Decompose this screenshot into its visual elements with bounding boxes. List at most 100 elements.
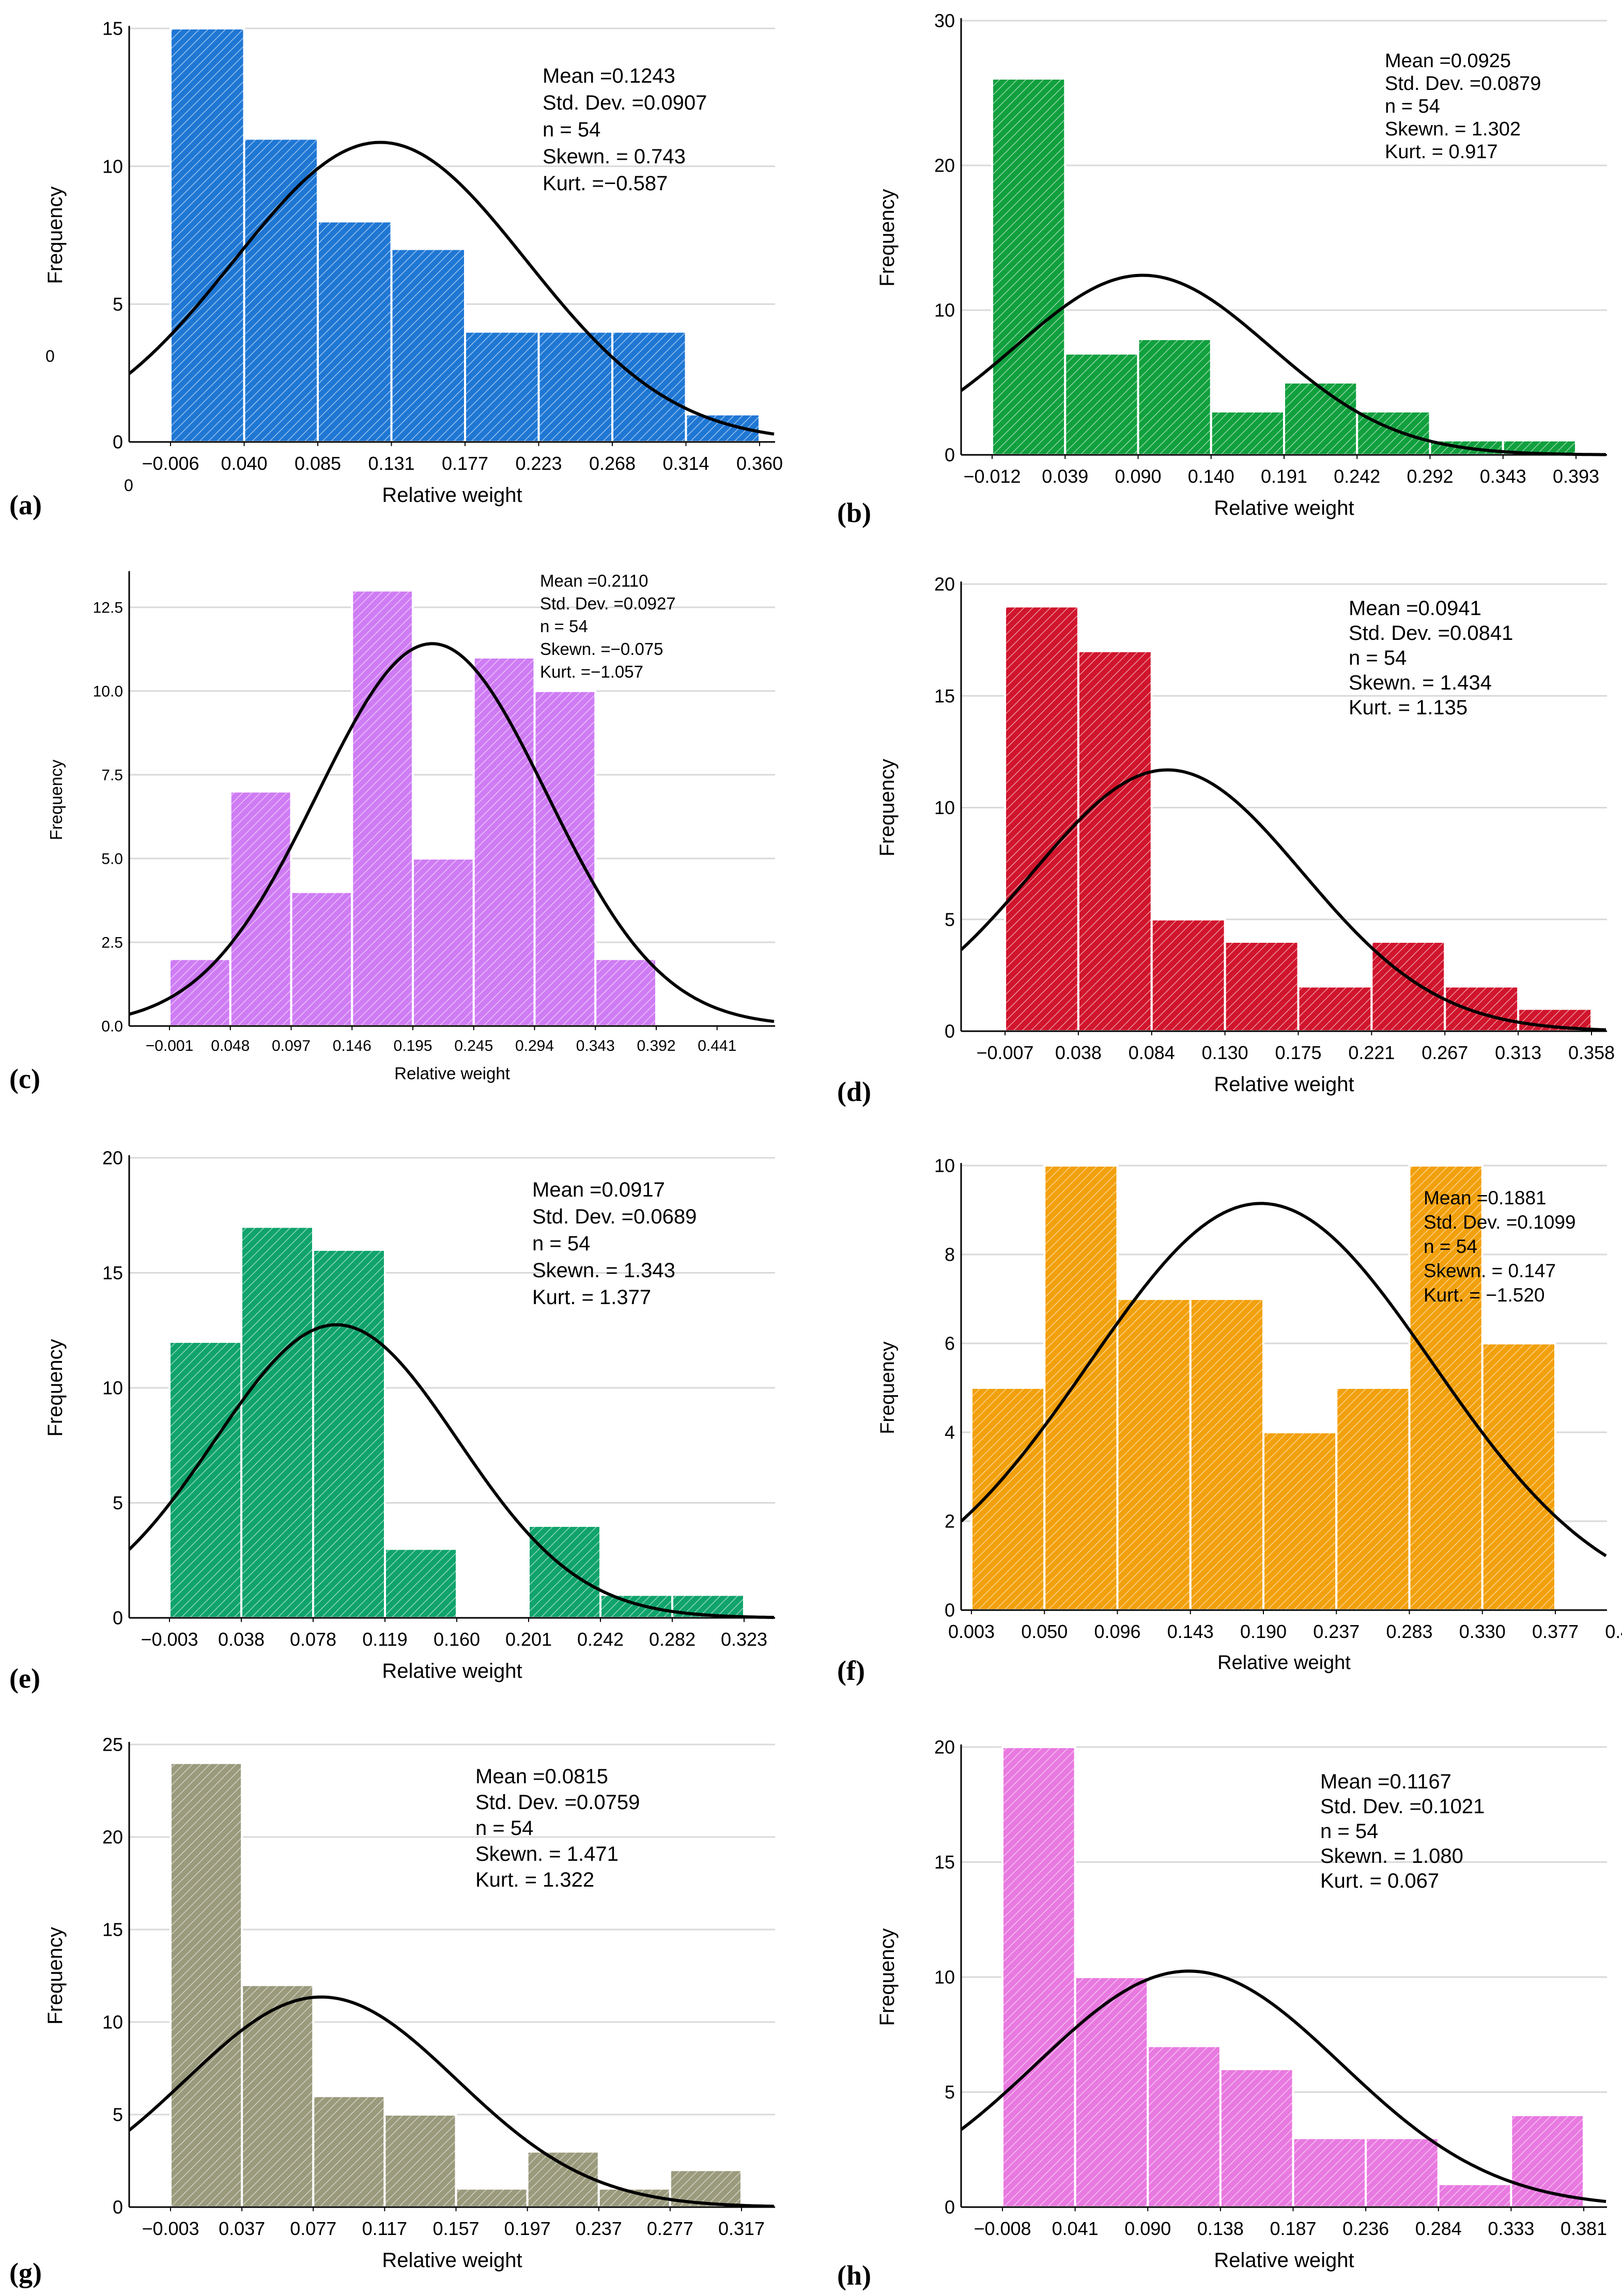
y-tick-label: 15 <box>934 685 955 707</box>
stats-line: Kurt. = 1.322 <box>475 1869 594 1891</box>
histogram-bar <box>1147 2045 1222 2208</box>
panel-label: (h) <box>837 2260 871 2291</box>
y-tick-label: 20 <box>934 574 955 595</box>
stats-line: Skewn. = 1.471 <box>475 1843 619 1865</box>
y-tick-label: 20 <box>102 1827 123 1848</box>
x-tick-label: 0.242 <box>1334 466 1380 487</box>
x-tick-label: 0.157 <box>432 2218 479 2239</box>
y-tick-label: 2.5 <box>101 934 123 951</box>
y-tick-label: 15 <box>102 1262 123 1283</box>
x-tick-label: 0.084 <box>1129 1042 1175 1063</box>
x-tick-label: 0.392 <box>637 1037 675 1054</box>
x-axis-title: Relative weight <box>1214 2249 1354 2272</box>
histogram-bar <box>1043 1165 1119 1611</box>
y-tick-label: 5.0 <box>101 850 123 867</box>
histogram-panel-6: 0 2 4 6 8 10 0.003 0.050 0.096 0.143 0.190 0.237 0.2… <box>837 1155 1622 1686</box>
x-tick-label: 0.143 <box>1167 1621 1214 1642</box>
histogram-bar <box>229 790 292 1027</box>
x-tick-label: −0.006 <box>142 453 199 474</box>
histogram-bar <box>594 958 657 1027</box>
normal-curve <box>128 1323 774 1619</box>
stats-line: Mean =0.0917 <box>532 1178 665 1201</box>
histogram-bar <box>1064 353 1139 456</box>
histogram-bar <box>528 1525 601 1619</box>
x-tick-label: −0.012 <box>963 466 1021 487</box>
histogram-bar <box>1365 2137 1440 2208</box>
panel-label: (e) <box>9 1663 40 1694</box>
y-tick-label: 10 <box>934 300 955 321</box>
x-tick-label: 0.090 <box>1124 2218 1171 2239</box>
histogram-panel-1: 0 5 10 15 −0.006 0.040 0.085 0.131 0.177 0.223 0.2… <box>9 18 783 521</box>
x-tick-label: 0.078 <box>290 1629 336 1650</box>
x-tick-label: 0.085 <box>295 453 341 474</box>
histogram-bar <box>1408 1165 1484 1611</box>
y-tick-label: 15 <box>102 1919 123 1940</box>
stats-line: Mean =0.1881 <box>1424 1187 1547 1208</box>
histogram-bar <box>599 1594 673 1619</box>
x-tick-label: 0.393 <box>1553 466 1599 487</box>
y-tick-label: 5 <box>113 1492 123 1513</box>
stats-line: Skewn. = 0.147 <box>1424 1260 1556 1281</box>
stats-line: n = 54 <box>540 617 588 636</box>
histogram-bar <box>169 1762 243 2209</box>
x-tick-label: 0.195 <box>393 1037 432 1054</box>
y-tick-label: 2 <box>945 1511 955 1532</box>
stats-line: Mean =0.0815 <box>475 1765 608 1788</box>
histogram-bar <box>1137 338 1212 456</box>
stats-line: Skewn. = 1.080 <box>1320 1845 1463 1868</box>
y-axis-title: Frequency <box>44 1927 67 2025</box>
x-tick-label: 0.191 <box>1261 466 1307 487</box>
y-tick-label: 10 <box>102 2012 123 2033</box>
stats-line: Mean =0.0941 <box>1349 597 1481 620</box>
x-tick-label: 0.221 <box>1348 1042 1395 1063</box>
y-tick-label: 20 <box>102 1147 123 1169</box>
y-axis-title: Frequency <box>876 759 899 856</box>
stats-line: Std. Dev. =0.0841 <box>1349 622 1513 645</box>
normal-curve <box>129 642 775 1023</box>
x-tick-label: 0.381 <box>1561 2218 1607 2239</box>
histogram-panel-2: 0 10 20 30 −0.012 0.039 0.090 0.140 0.191 0.242 0.… <box>837 10 1607 528</box>
x-tick-label: −0.003 <box>141 1629 198 1650</box>
histogram-bar <box>383 2114 457 2208</box>
x-tick-label: 0.441 <box>698 1037 736 1054</box>
x-tick-label: 0.292 <box>1407 466 1453 487</box>
stats-line: Mean =0.0925 <box>1385 50 1511 72</box>
y-tick-label: 0.0 <box>101 1018 123 1035</box>
y-tick-label: 8 <box>945 1244 955 1265</box>
histogram-bar <box>1335 1387 1411 1611</box>
panel-label: (c) <box>9 1063 40 1094</box>
stats-line: Std. Dev. =0.1021 <box>1320 1795 1485 1818</box>
x-tick-label: 0.040 <box>221 453 267 474</box>
y-tick-label: 15 <box>102 18 123 39</box>
y-tick-label: 5 <box>113 2104 123 2125</box>
histogram-bar <box>1116 1298 1192 1611</box>
histogram-bar <box>243 137 319 443</box>
y-tick-label: 20 <box>934 155 955 176</box>
x-tick-label: 0.117 <box>362 2218 407 2239</box>
histogram-bar <box>412 857 475 1027</box>
x-tick-label: 0.197 <box>504 2218 551 2239</box>
y-tick-label: 0 <box>945 2197 955 2218</box>
x-tick-label: 0.077 <box>290 2218 336 2239</box>
x-axis-title: Relative weight <box>1217 1652 1351 1674</box>
stats-line: n = 54 <box>1349 647 1407 669</box>
y-tick-label: 10 <box>102 1377 123 1399</box>
histogram-bar <box>1437 2183 1512 2208</box>
stats-line: Kurt. = −1.520 <box>1424 1284 1545 1306</box>
histogram-bar <box>1224 941 1300 1032</box>
stats-line: Kurt. = 0.067 <box>1320 1870 1439 1892</box>
x-tick-label: 0.038 <box>218 1629 265 1650</box>
y-tick-label: 5 <box>945 2081 955 2103</box>
x-tick-label: 0.282 <box>649 1629 696 1650</box>
x-tick-label: −0.001 <box>146 1037 194 1054</box>
stats-line: Std. Dev. =0.0879 <box>1385 73 1541 95</box>
histogram-bar <box>1074 1976 1149 2208</box>
histogram-bar <box>1262 1431 1338 1611</box>
stats-line: Kurt. =−0.587 <box>543 172 668 195</box>
x-tick-label: 0.358 <box>1568 1042 1615 1063</box>
histogram-bar <box>317 220 393 443</box>
x-tick-label: −0.003 <box>142 2218 199 2239</box>
histogram-bar <box>1219 2068 1294 2208</box>
y-tick-label: 10 <box>102 156 123 177</box>
x-tick-label: 0.119 <box>362 1629 407 1650</box>
